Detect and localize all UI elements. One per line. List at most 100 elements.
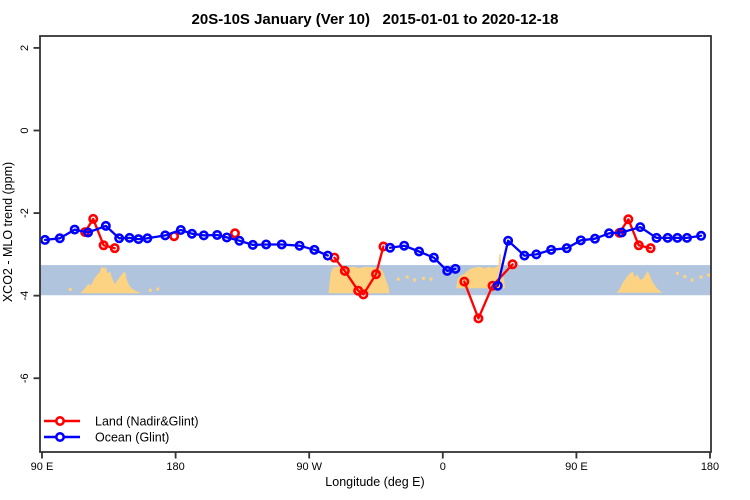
ocean-data-point <box>604 228 615 239</box>
ocean-data-point <box>294 240 305 251</box>
plot-area: 90 E 180 90 W 0 90 E 180 2 0 -2 -4 -6 <box>19 45 719 473</box>
land-data-point <box>459 276 470 287</box>
legend-ocean-label: Ocean (Glint) <box>95 431 169 445</box>
y-tick-label: -2 <box>19 208 31 218</box>
x-tick-label: 180 <box>701 461 719 473</box>
land-data-point <box>98 240 109 251</box>
ocean-data-point <box>100 220 111 231</box>
ocean-series-line <box>388 244 457 273</box>
chart-title: 20S-10S January (Ver 10) 2015-01-01 to 2… <box>192 11 559 28</box>
density-fleck <box>396 277 400 281</box>
density-fleck <box>405 275 409 279</box>
density-fleck <box>156 287 160 291</box>
legend-land-label: Land (Nadir&Glint) <box>95 415 199 429</box>
ocean-data-point <box>616 227 627 238</box>
ocean-data-point <box>83 227 94 238</box>
ocean-data-point <box>492 280 503 291</box>
density-fleck <box>683 275 687 279</box>
ocean-data-point <box>450 263 461 274</box>
ocean-series-line <box>43 224 329 257</box>
land-data-point <box>507 259 518 270</box>
ocean-data-point <box>309 244 320 255</box>
density-fleck <box>68 287 72 291</box>
land-data-point <box>358 289 369 300</box>
ocean-data-point <box>234 235 245 246</box>
legend-land-marker-icon <box>54 415 65 426</box>
land-series-line <box>618 218 652 250</box>
ocean-data-point <box>589 233 600 244</box>
land-data-point <box>229 228 240 239</box>
land-series-line <box>83 217 116 250</box>
density-fleck <box>699 275 703 279</box>
ocean-data-point <box>54 233 65 244</box>
ocean-data-point <box>651 232 662 243</box>
ocean-data-point <box>221 232 232 243</box>
ocean-data-point <box>322 250 333 261</box>
ocean-data-point <box>247 239 258 250</box>
land-series-line <box>463 263 514 320</box>
ocean-data-point <box>519 250 530 261</box>
ocean-data-point <box>561 243 572 254</box>
ocean-data-point <box>414 246 425 257</box>
land-data-point <box>370 269 381 280</box>
density-region <box>328 266 390 294</box>
y-axis-title: XCO2 - MLO trend (ppm) <box>1 162 15 302</box>
ocean-data-point <box>385 242 396 253</box>
ocean-data-point <box>399 240 410 251</box>
ocean-data-point <box>160 230 171 241</box>
y-tick-label: 2 <box>19 45 31 51</box>
land-data-point <box>109 243 120 254</box>
ocean-data-point <box>503 235 514 246</box>
ocean-data-point <box>124 232 135 243</box>
ocean-data-point <box>142 233 153 244</box>
density-region <box>616 270 663 293</box>
ocean-data-point <box>662 232 673 243</box>
ocean-data-point <box>114 233 125 244</box>
density-fleck <box>413 278 417 282</box>
ocean-data-point <box>39 234 50 245</box>
plot-border <box>39 35 712 453</box>
y-tick-label: 0 <box>19 127 31 133</box>
x-tick-label: 0 <box>440 461 446 473</box>
ocean-data-point <box>175 225 186 236</box>
ocean-data-point <box>276 239 287 250</box>
density-fleck <box>429 277 433 281</box>
x-tick-label: 90 E <box>565 461 588 473</box>
land-data-point <box>339 265 350 276</box>
x-axis-title: Longitude (deg E) <box>325 475 424 489</box>
ocean-data-point <box>261 239 272 250</box>
density-fleck <box>675 271 679 275</box>
density-fleck <box>690 278 694 282</box>
ocean-data-point <box>133 234 144 245</box>
ocean-data-point <box>198 230 209 241</box>
ocean-data-point <box>428 252 439 263</box>
ocean-data-point <box>635 222 646 233</box>
density-region <box>80 266 142 294</box>
ocean-data-point <box>531 249 542 260</box>
x-tick-label: 180 <box>166 461 184 473</box>
land-data-point <box>473 313 484 324</box>
density-fleck <box>422 276 426 280</box>
ocean-data-point <box>186 228 197 239</box>
land-data-point <box>623 214 634 225</box>
ocean-data-point <box>681 232 692 243</box>
ocean-data-point <box>696 230 707 241</box>
ocean-data-point <box>212 229 223 240</box>
land-data-point <box>88 213 99 224</box>
land-data-point <box>633 240 644 251</box>
ocean-data-point <box>69 224 80 235</box>
legend-ocean-marker-icon <box>54 431 65 442</box>
ocean-data-point <box>672 232 683 243</box>
density-fleck <box>482 271 486 275</box>
land-data-point <box>487 280 498 291</box>
y-tick-label: -4 <box>19 291 31 301</box>
ocean-data-point <box>546 244 557 255</box>
land-data-point <box>645 243 656 254</box>
ocean-data-point <box>575 235 586 246</box>
x-tick-label: 90 W <box>296 461 322 473</box>
x-tick-label: 90 E <box>31 461 54 473</box>
legend: Land (Nadir&Glint) Ocean (Glint) <box>44 415 199 445</box>
density-fleck <box>148 288 152 292</box>
